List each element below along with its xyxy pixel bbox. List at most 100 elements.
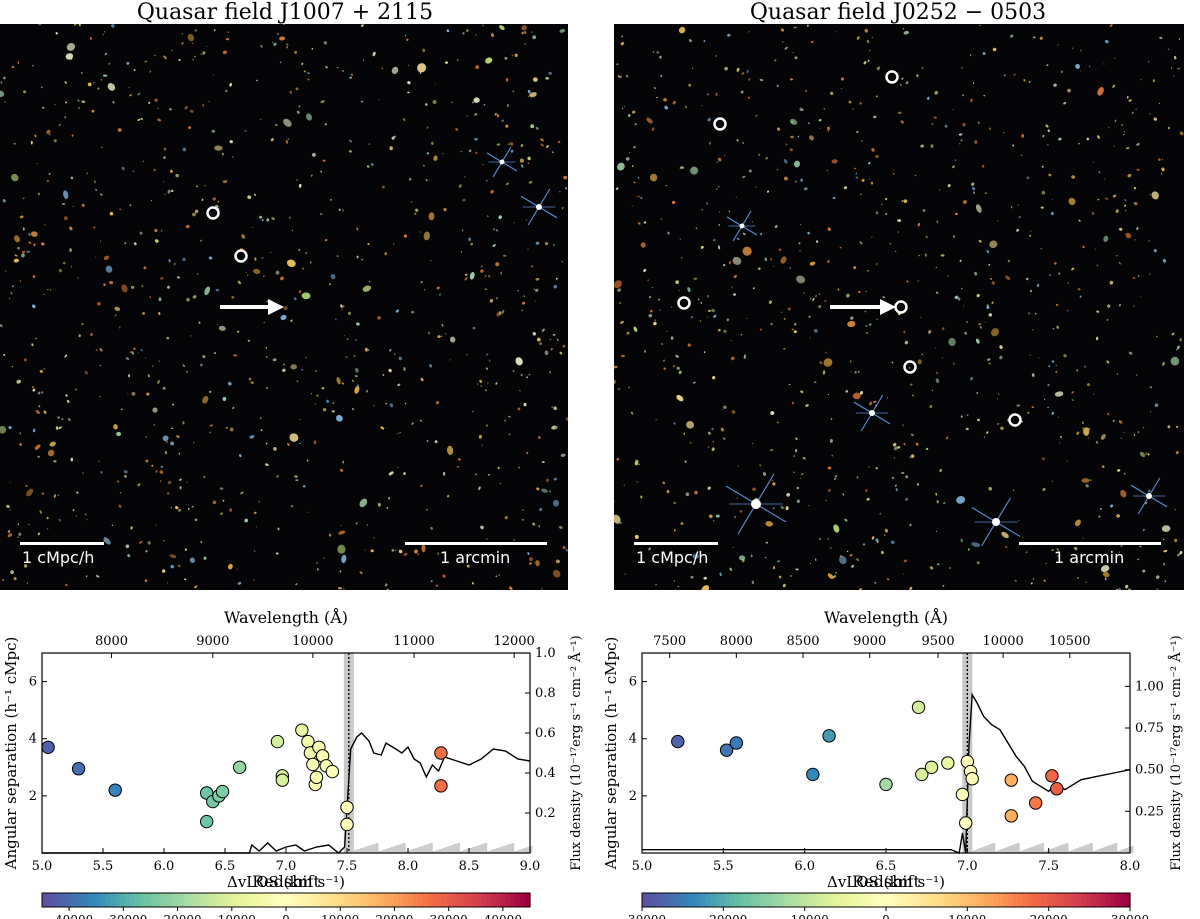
galaxy-point-17 [309, 770, 324, 784]
y-axis-label: Angular separation (h⁻¹ cMpc) [602, 637, 620, 871]
right-scalebar-comoving [634, 542, 718, 545]
x-tick-label-4: 7.0 [276, 859, 297, 874]
quasar-spectrum [42, 732, 531, 854]
x-tick-label-5: 7.5 [1038, 859, 1059, 874]
colorbar-tick-label-0: −40000 [45, 913, 93, 919]
x-tick-label-8: 9.0 [520, 859, 541, 874]
galaxy-point-1 [71, 762, 86, 776]
x-axis-label: Redshift [852, 872, 920, 891]
galaxy-point-8 [924, 760, 939, 774]
galaxy-point-15 [306, 757, 320, 772]
x-tick-label-1: 5.5 [713, 859, 734, 874]
y-tick-label-1: 4 [29, 732, 37, 747]
galaxy-point-9 [270, 734, 285, 749]
galaxy-point-15 [1004, 773, 1018, 787]
top-tick-label-1: 9000 [196, 634, 229, 649]
top-tick-label-1: 8000 [720, 634, 753, 649]
galaxy-point-5 [879, 777, 893, 792]
galaxy-point-13 [301, 734, 315, 749]
galaxy-point-17 [1028, 796, 1043, 810]
right-scalebar-angular [1019, 542, 1161, 545]
top-tick-label-0: 8000 [95, 634, 128, 649]
colorbar-label: ΔvLOS (km s⁻¹) [827, 873, 945, 891]
y-tick-label-1: 4 [629, 732, 637, 747]
colorbar-tick-label-3: −10000 [208, 913, 256, 919]
galaxy-point-2 [729, 736, 744, 750]
y-tick-label-0: 2 [629, 789, 637, 804]
galaxy-point-7 [915, 767, 929, 782]
y2-tick-label-0: 0.25 [1135, 804, 1164, 819]
top-tick-label-4: 9500 [922, 634, 955, 649]
galaxy-point-3 [806, 767, 820, 782]
x-tick-label-4: 7.0 [957, 859, 978, 874]
top-tick-label-2: 10000 [292, 634, 333, 649]
colorbar-tick-label-2: −10000 [781, 913, 829, 919]
colorbar [642, 893, 1131, 907]
galaxy-point-22 [340, 817, 354, 832]
galaxy-point-21 [325, 764, 340, 779]
galaxy-field [0, 24, 568, 590]
top-tick-label-2: 8500 [786, 634, 819, 649]
galaxy-field [614, 24, 1184, 590]
left-field-sky [0, 24, 568, 590]
bright-star [486, 146, 518, 178]
x-tick-label-0: 5.0 [32, 859, 53, 874]
right-scalebar-angular-label: 1 arcmin [1054, 548, 1125, 567]
bright-star [1130, 477, 1168, 515]
colorbar-tick-label-4: 0 [282, 913, 290, 919]
left-redshift-plot: 5.0 5.5 6.0 6.5 7.0 7.5 8.0 8.5 9.0 2 4 6 0.2 0.4 0.6 0… [2, 607, 584, 919]
colorbar-tick-label-6: 20000 [375, 913, 413, 919]
galaxy-point-11 [275, 773, 290, 787]
right-title: Quasar field J0252 − 0503 [749, 0, 1047, 25]
y-tick-label-0: 2 [29, 789, 37, 804]
left-scalebar-comoving [20, 542, 104, 545]
colorbar-tick-label-7: 30000 [430, 913, 468, 919]
neighbor-galaxy-marker [713, 117, 727, 131]
neighbor-galaxy-marker [1008, 413, 1022, 427]
x-tick-label-7: 8.5 [459, 859, 480, 874]
right-scalebar-comoving-label: 1 cMpc/h [636, 548, 709, 567]
top-tick-label-3: 11000 [393, 634, 434, 649]
plot-frame [641, 652, 1131, 854]
right-redshift-plot: 5.0 5.5 6.0 6.5 7.0 7.5 8.0 2 4 6 0.25 0.50 0.75 1.00… [602, 607, 1184, 919]
top-tick-label-4: 12000 [493, 634, 534, 649]
y2-tick-label-3: 1.00 [1135, 679, 1164, 694]
y2-tick-label-2: 0.6 [535, 726, 556, 741]
plot-frame [41, 652, 531, 854]
colorbar-label: ΔvLOS (km s⁻¹) [227, 873, 345, 891]
y-tick-label-2: 6 [629, 675, 637, 690]
top-tick-label-0: 7500 [653, 634, 686, 649]
galaxy-point-0 [41, 740, 55, 754]
top-axis-label: Wavelength (Å) [824, 607, 948, 627]
galaxy-point-23 [340, 800, 354, 814]
x-tick-label-3: 6.5 [876, 859, 897, 874]
galaxy-point-18 [1045, 769, 1059, 783]
colorbar-tick-label-1: −20000 [699, 913, 747, 919]
x-tick-label-3: 6.5 [215, 859, 236, 874]
colorbar-tick-label-0: −30000 [618, 913, 666, 919]
neighbor-galaxy-marker [677, 296, 691, 310]
galaxy-point-12 [295, 723, 309, 737]
bright-star [853, 394, 891, 432]
x-tick-label-2: 6.0 [794, 859, 815, 874]
left-title: Quasar field J1007 + 2115 [136, 0, 434, 25]
noise-spectrum [351, 843, 533, 853]
neighbor-galaxy-marker [885, 70, 899, 84]
colorbar-tick-label-5: 10000 [321, 913, 359, 919]
galaxy-point-6 [911, 700, 926, 714]
galaxy-point-11 [959, 816, 973, 830]
bright-star [520, 188, 558, 226]
colorbar-tick-label-5: 20000 [1030, 913, 1068, 919]
x-tick-label-6: 8.0 [398, 859, 419, 874]
top-axis-label: Wavelength (Å) [224, 607, 348, 627]
y2-tick-label-0: 0.2 [535, 806, 556, 821]
galaxy-point-16 [1004, 809, 1018, 823]
galaxy-point-1 [719, 743, 734, 757]
quasar-arrow [830, 299, 896, 315]
y2-tick-label-1: 0.4 [535, 766, 556, 781]
galaxy-point-8 [232, 760, 247, 774]
bright-star [971, 497, 1021, 547]
y2-tick-label-1: 0.50 [1135, 763, 1164, 778]
galaxy-point-0 [671, 734, 685, 749]
colorbar-tick-label-4: 10000 [948, 913, 986, 919]
